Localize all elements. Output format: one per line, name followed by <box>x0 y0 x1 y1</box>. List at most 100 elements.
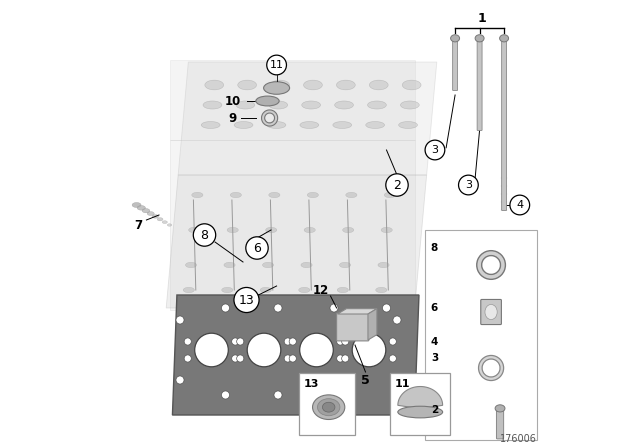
Ellipse shape <box>236 101 255 109</box>
Polygon shape <box>172 295 419 415</box>
Ellipse shape <box>339 263 351 268</box>
Circle shape <box>337 338 344 345</box>
Ellipse shape <box>346 192 357 198</box>
Circle shape <box>232 355 239 362</box>
Ellipse shape <box>227 227 238 233</box>
Ellipse shape <box>147 211 154 215</box>
Circle shape <box>389 355 396 362</box>
Text: 176006: 176006 <box>500 435 538 444</box>
Ellipse shape <box>167 224 172 226</box>
Ellipse shape <box>384 192 396 198</box>
Ellipse shape <box>333 121 351 129</box>
Ellipse shape <box>303 80 323 90</box>
Ellipse shape <box>312 395 345 419</box>
Text: 8: 8 <box>431 243 438 253</box>
Ellipse shape <box>157 218 163 221</box>
Circle shape <box>232 338 239 345</box>
FancyBboxPatch shape <box>390 373 451 435</box>
Ellipse shape <box>301 263 312 268</box>
Circle shape <box>176 316 184 324</box>
Text: 11: 11 <box>394 379 410 389</box>
Text: 2: 2 <box>431 405 438 415</box>
Ellipse shape <box>451 35 460 42</box>
Ellipse shape <box>230 192 241 198</box>
FancyBboxPatch shape <box>452 40 458 90</box>
Circle shape <box>342 355 349 362</box>
Ellipse shape <box>337 80 355 90</box>
Ellipse shape <box>237 80 257 90</box>
Circle shape <box>284 355 291 362</box>
Circle shape <box>267 55 287 75</box>
Ellipse shape <box>203 101 222 109</box>
Text: 5: 5 <box>361 374 370 387</box>
Ellipse shape <box>221 287 233 293</box>
FancyBboxPatch shape <box>497 409 504 439</box>
Ellipse shape <box>495 405 505 412</box>
Ellipse shape <box>399 121 417 129</box>
Polygon shape <box>166 175 427 308</box>
Ellipse shape <box>195 333 228 367</box>
Ellipse shape <box>205 80 223 90</box>
Ellipse shape <box>262 263 274 268</box>
Ellipse shape <box>301 101 321 109</box>
Ellipse shape <box>475 35 484 42</box>
Circle shape <box>337 355 344 362</box>
Circle shape <box>274 391 282 399</box>
Ellipse shape <box>299 287 310 293</box>
Ellipse shape <box>186 263 196 268</box>
Text: 3: 3 <box>431 145 438 155</box>
Polygon shape <box>170 60 415 140</box>
Text: 7: 7 <box>134 219 142 232</box>
Ellipse shape <box>260 287 271 293</box>
Ellipse shape <box>342 227 354 233</box>
Ellipse shape <box>137 206 145 210</box>
Ellipse shape <box>256 96 279 106</box>
Ellipse shape <box>201 121 220 129</box>
Circle shape <box>234 288 259 313</box>
FancyBboxPatch shape <box>477 40 482 130</box>
Circle shape <box>383 304 390 312</box>
Circle shape <box>393 376 401 384</box>
Circle shape <box>274 304 282 312</box>
Ellipse shape <box>264 82 289 94</box>
Ellipse shape <box>365 121 385 129</box>
Ellipse shape <box>398 406 443 418</box>
Ellipse shape <box>266 227 277 233</box>
Ellipse shape <box>163 221 168 224</box>
Text: 13: 13 <box>303 379 319 389</box>
Circle shape <box>237 355 244 362</box>
Ellipse shape <box>234 121 253 129</box>
Ellipse shape <box>189 227 200 233</box>
Text: 9: 9 <box>228 112 237 125</box>
Ellipse shape <box>500 35 509 42</box>
Circle shape <box>386 174 408 196</box>
Circle shape <box>425 140 445 160</box>
Ellipse shape <box>307 192 319 198</box>
Polygon shape <box>178 62 437 175</box>
Circle shape <box>193 224 216 246</box>
Text: 4: 4 <box>516 200 524 210</box>
Text: 4: 4 <box>431 337 438 347</box>
Ellipse shape <box>369 80 388 90</box>
Ellipse shape <box>267 121 286 129</box>
Circle shape <box>289 355 296 362</box>
Ellipse shape <box>224 263 235 268</box>
Ellipse shape <box>485 305 497 319</box>
Polygon shape <box>337 309 377 314</box>
Ellipse shape <box>183 287 195 293</box>
Circle shape <box>184 338 191 345</box>
Text: 6: 6 <box>253 241 261 254</box>
Circle shape <box>221 304 230 312</box>
Circle shape <box>510 195 530 215</box>
Text: 1: 1 <box>477 12 486 25</box>
Text: 10: 10 <box>225 95 241 108</box>
Ellipse shape <box>317 399 340 416</box>
Text: 3: 3 <box>431 353 438 363</box>
FancyBboxPatch shape <box>337 313 369 341</box>
Circle shape <box>330 391 338 399</box>
Polygon shape <box>368 309 377 340</box>
Text: 6: 6 <box>431 303 438 313</box>
Text: 12: 12 <box>312 284 328 297</box>
Circle shape <box>458 175 478 195</box>
Ellipse shape <box>323 402 335 412</box>
